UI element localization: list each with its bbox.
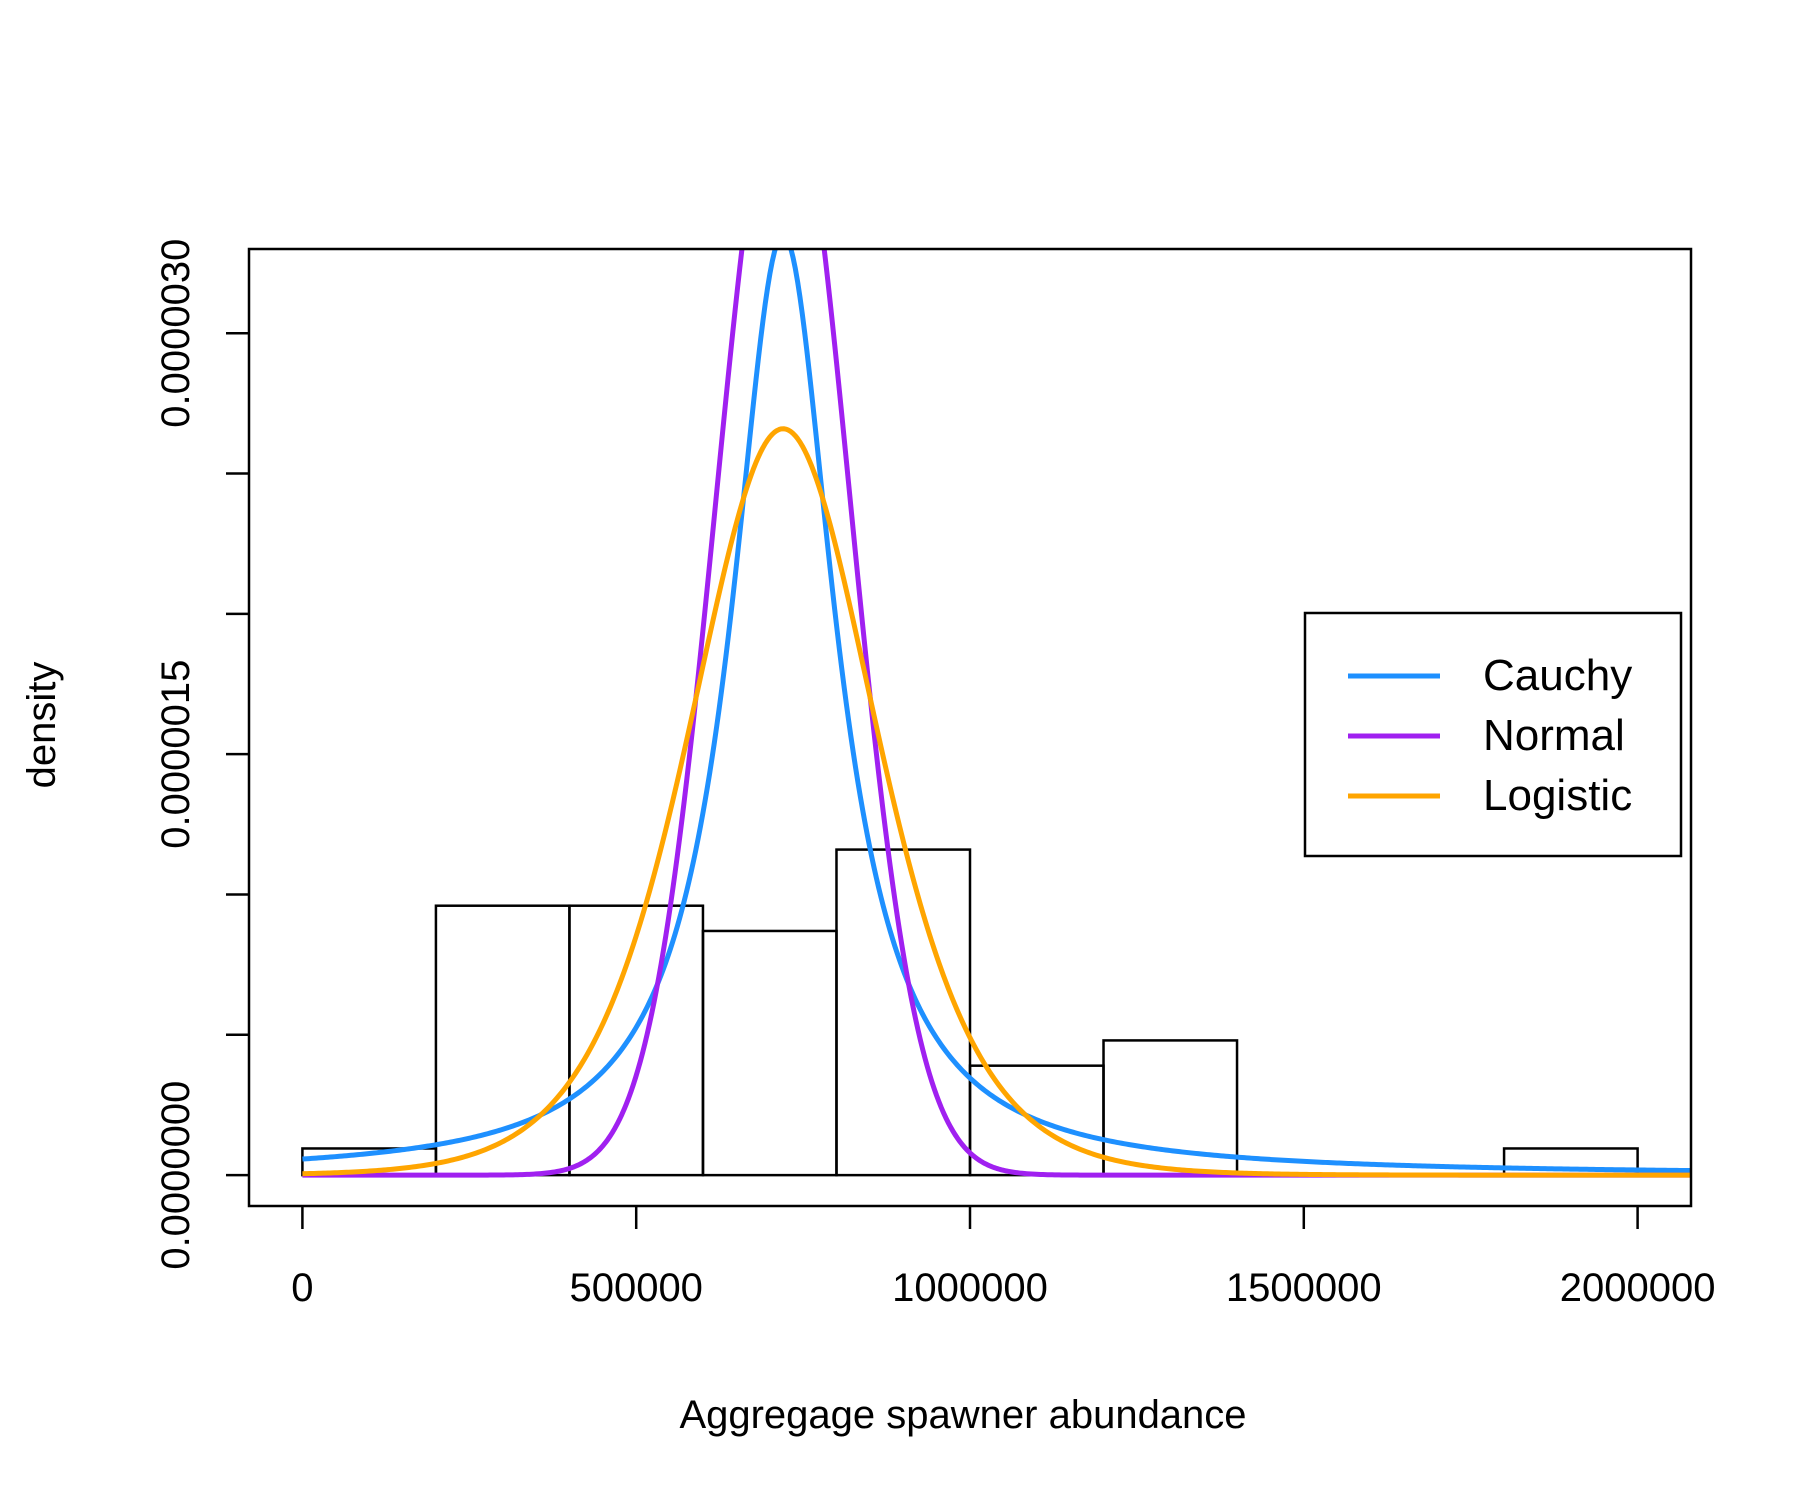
y-tick-label: 0.0000030 <box>154 239 198 428</box>
density-curves <box>302 249 1691 1178</box>
legend-label-logistic: Logistic <box>1483 771 1632 820</box>
histogram-bar <box>701 929 838 1177</box>
histogram-bar <box>434 904 571 1177</box>
legend: Cauchy Normal Logistic <box>1303 611 1683 858</box>
histogram-bar <box>568 904 705 1177</box>
y-tick-label: 0.0000000 <box>154 1081 198 1270</box>
x-tick-label: 2000000 <box>1560 1266 1716 1310</box>
legend-label-cauchy: Cauchy <box>1483 651 1632 700</box>
y-tick-label: 0.0000015 <box>154 660 198 849</box>
series-line-logistic <box>302 426 1691 1178</box>
y-axis: 0.0000000 0.0000015 0.0000030 <box>154 239 249 1270</box>
y-axis-title: density <box>20 662 64 789</box>
legend-label-normal: Normal <box>1483 711 1625 760</box>
histogram-bars <box>301 848 1639 1177</box>
x-tick-label: 1500000 <box>1226 1266 1382 1310</box>
x-axis: 0 500000 1000000 1500000 2000000 <box>291 1206 1715 1310</box>
x-tick-label: 500000 <box>569 1266 702 1310</box>
x-tick-label: 0 <box>291 1266 313 1310</box>
x-tick-label: 1000000 <box>892 1266 1048 1310</box>
x-axis-title: Aggregage spawner abundance <box>679 1393 1246 1437</box>
